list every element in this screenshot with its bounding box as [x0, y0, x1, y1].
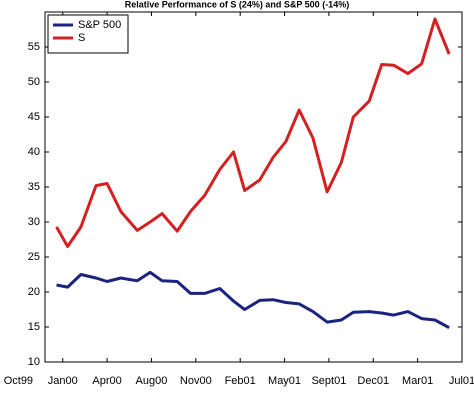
y-tick-label: 40 [28, 146, 40, 158]
x-tick-label: Apr00 [92, 375, 121, 387]
y-tick-label: 35 [28, 181, 40, 193]
x-tick-label: Sept01 [311, 375, 346, 387]
x-tick-label: Feb01 [225, 375, 256, 387]
chart-title: Relative Performance of S (24%) and S&P … [125, 0, 349, 9]
x-tick-label: Mar01 [402, 375, 433, 387]
x-tick-label: Dec01 [357, 375, 389, 387]
x-tick-label: Jul01 [449, 375, 474, 387]
x-tick-label: May01 [268, 375, 301, 387]
y-tick-label: 20 [28, 286, 40, 298]
series-line [56, 270, 450, 330]
y-tick-label: 30 [28, 216, 40, 228]
y-tick-label: 55 [28, 41, 40, 53]
series-line [55, 17, 451, 248]
y-tick-label: 45 [28, 111, 40, 123]
y-tick-label: 15 [28, 321, 40, 333]
y-tick-label: 10 [28, 356, 40, 368]
legend-label: S&P 500 [78, 19, 121, 31]
legend-label: S [78, 32, 85, 44]
y-tick-label: 25 [28, 251, 40, 263]
x-tick-label: Aug00 [136, 375, 168, 387]
x-tick-label: Jan00 [48, 375, 78, 387]
y-tick-label: 50 [28, 76, 40, 88]
x-tick-label: Nov00 [180, 375, 212, 387]
legend-box [47, 14, 129, 54]
x-tick-label: Oct99 [4, 375, 33, 387]
